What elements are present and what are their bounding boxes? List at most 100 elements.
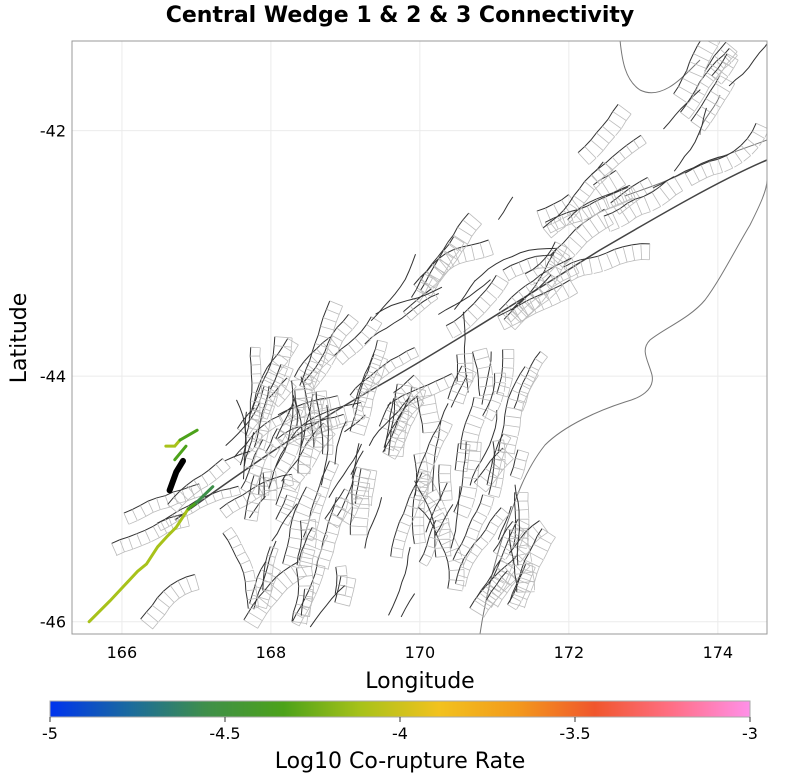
rupture-patch [291,564,326,627]
rupture-patch [350,480,371,536]
fault-trace [476,559,501,598]
fault-trace [300,588,306,616]
rupture-patch [411,273,433,303]
fault-trace [383,395,419,448]
fault-trace [351,443,360,479]
corupture-section [186,501,198,511]
fault-trace [297,393,314,474]
rupture-patch [711,53,739,85]
rupture-patch [245,346,262,440]
fault-trace [509,449,519,476]
rupture-patch [524,241,568,286]
gridlines [72,41,767,634]
y-tick-label: -44 [40,367,66,386]
colorbar-label: Log10 Co-rupture Rate [275,749,526,774]
fault-trace [653,154,728,189]
rupture-patch [382,386,427,460]
fault-trace [244,475,255,520]
fault-trace [711,53,728,77]
rupture-patch [265,428,287,459]
fault-trace [454,443,459,471]
corupture-section [194,485,215,505]
colorbar-tick-label: -5 [42,724,58,743]
fault-trace [250,336,276,414]
rupture-patch [488,439,506,498]
rupture-patch [456,352,474,383]
fault-trace [497,196,514,220]
fault-trace [292,394,303,448]
rupture-patch [510,449,530,480]
fault-trace [253,385,270,448]
rupture-patch [123,483,204,525]
fault-trace [249,495,266,519]
fault-trace [454,279,476,310]
rupture-patch [111,513,190,556]
fault-trace [508,529,518,593]
rupture-patch [243,561,307,629]
rupture-patch [502,254,555,282]
rupture-patch [304,314,359,390]
corupture-section [173,444,188,462]
fault-trace [290,402,362,439]
fault-trace [282,486,307,564]
fault-trace [577,104,619,154]
rupture-patch [417,394,441,434]
rupture-patch [455,443,471,473]
fault-trace [420,236,455,291]
rupture-patch [673,41,721,104]
fault-trace [496,349,504,394]
y-axis: -42 -44 -46 [40,122,66,632]
rupture-patch [254,385,280,451]
x-tick-label: 168 [256,643,287,662]
fault-trace [462,311,469,393]
fault-trace [123,483,200,514]
rupture-patch [167,458,231,513]
rupture-patch [445,274,509,339]
rupture-patch [542,161,614,239]
rupture-patch [250,336,293,420]
fault-trace [400,593,416,618]
rupture-patch [237,407,265,437]
fault-trace [334,421,347,465]
fault-trace [269,364,282,390]
rupture-patch [390,472,433,559]
rupture-patch [509,528,556,609]
fault-trace [469,410,498,486]
rupture-patch [263,470,278,501]
rupture-patch [349,353,388,436]
colorbar-ticks: -5 -4.5 -4 -3.5 -3 [42,717,758,743]
fault-trace [378,401,392,427]
fault-trace [472,351,481,396]
rupture-patch [275,478,301,511]
fault-trace [482,373,496,417]
fault-trace [268,377,288,399]
fault-trace [497,505,512,540]
y-tick-label: -46 [40,613,66,632]
rupture-patch [291,565,314,625]
fault-trace [364,293,439,345]
fault-trace [414,419,442,496]
rupture-patch [298,526,329,567]
rupture-patch [240,439,274,495]
fault-trace [513,351,541,409]
rupture-patch [294,388,316,428]
fault-trace [233,404,295,458]
fault-trace [320,404,329,486]
fault-trace [268,446,286,489]
fault-trace [309,585,346,628]
x-tick-label: 170 [405,643,436,662]
fault-trace [418,519,437,563]
fault-trace [450,374,468,408]
fault-trace [384,398,395,452]
rupture-patch [403,288,439,321]
fault-trace [728,42,767,87]
fault-trace [591,134,642,175]
rupture-patch [334,575,357,607]
fault-trace [350,450,364,475]
rupture-patch [388,383,412,457]
rupture-patch [452,494,495,566]
fault-trace [473,447,504,483]
rupture-patch [270,363,294,396]
rupture-patch [498,366,539,455]
rupture-patch [486,570,518,608]
